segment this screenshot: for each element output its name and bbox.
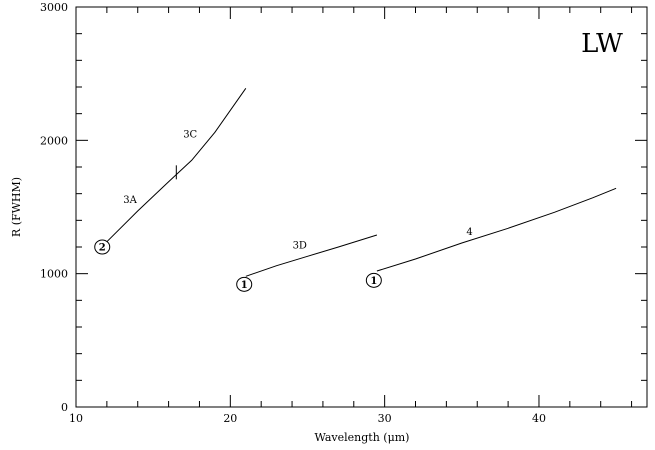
- band-label: 3D: [293, 240, 307, 251]
- order-marker-circle: [236, 276, 253, 292]
- x-tick-label: 10: [69, 412, 83, 425]
- axis-ticks: [75, 6, 647, 408]
- y-tick-label: 3000: [40, 1, 68, 14]
- x-axis-title: Wavelength (μm): [315, 431, 410, 444]
- y-tick-label: 1000: [40, 268, 68, 281]
- band-label: 3A: [123, 195, 137, 206]
- plot-border: [75, 6, 648, 408]
- order-marker-circle: [94, 239, 111, 255]
- resolution-curve-2: [245, 234, 378, 277]
- panel-label: LW: [581, 29, 623, 59]
- order-marker-label: 1: [370, 276, 377, 287]
- order-marker-label: 1: [241, 280, 248, 291]
- resolution-curve-1: [106, 88, 247, 243]
- resolution-curve-3: [376, 187, 617, 272]
- band-label: 3C: [183, 130, 197, 141]
- plot-frame: [75, 6, 648, 408]
- y-axis-title: R (FWHM): [10, 177, 23, 237]
- band-label: 4: [466, 227, 472, 238]
- x-tick-label: 40: [532, 412, 546, 425]
- series-layer: [106, 88, 617, 277]
- order-marker-circle: [365, 272, 382, 288]
- tick-labels: 10 20 30 40 0 1000 2000 3000: [40, 1, 546, 425]
- x-tick-label: 30: [378, 412, 392, 425]
- order-marker-label: 2: [99, 243, 106, 254]
- y-tick-label: 0: [61, 401, 68, 414]
- annotations: 3A 3C 3D 4 2 1 1: [94, 130, 473, 292]
- x-tick-label: 20: [223, 412, 237, 425]
- y-tick-label: 2000: [40, 134, 68, 147]
